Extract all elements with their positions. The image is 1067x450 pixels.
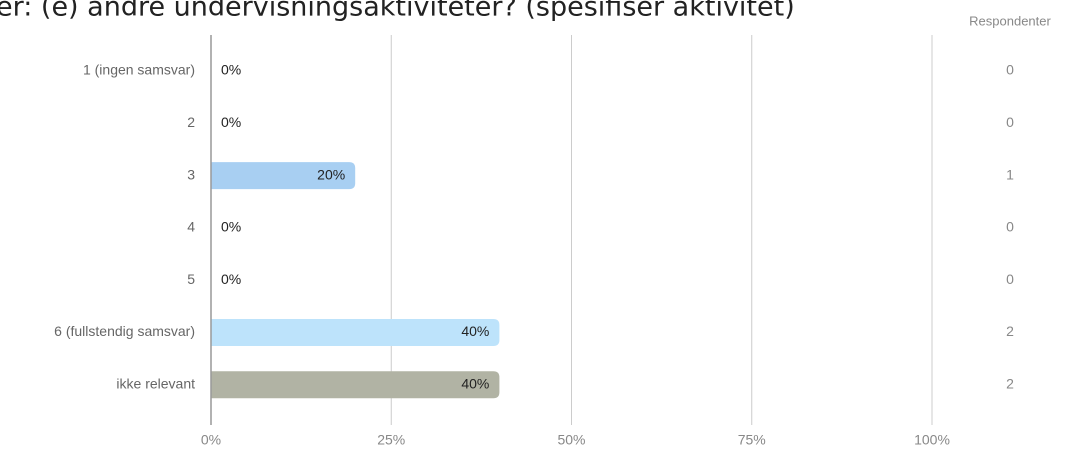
category-label: 4 (187, 219, 195, 235)
category-label: 5 (187, 271, 195, 287)
count-label: 0 (1006, 219, 1014, 235)
count-label: 2 (1006, 323, 1014, 339)
x-tick-label: 25% (377, 432, 405, 448)
chart-title: er: (e) andre undervisningsaktiviteter? … (0, 0, 795, 23)
count-label: 0 (1006, 62, 1014, 78)
value-label: 20% (317, 166, 345, 182)
count-label: 2 (1006, 376, 1014, 392)
value-label: 40% (461, 323, 489, 339)
x-tick-label: 100% (914, 432, 950, 448)
x-tick-label: 50% (557, 432, 585, 448)
category-label: 6 (fullstendig samsvar) (54, 323, 195, 339)
bar (211, 162, 356, 190)
value-label: 0% (221, 114, 241, 130)
category-label: 3 (187, 166, 195, 182)
x-tick-label: 0% (201, 432, 221, 448)
category-label: 1 (ingen samsvar) (83, 62, 195, 78)
x-tick-label: 75% (738, 432, 766, 448)
count-label: 1 (1006, 166, 1014, 182)
value-label: 0% (221, 62, 241, 78)
count-header: Respondenter (969, 13, 1051, 28)
value-label: 40% (461, 376, 489, 392)
category-label: ikke relevant (116, 376, 195, 392)
value-label: 0% (221, 219, 241, 235)
value-label: 0% (221, 271, 241, 287)
category-label: 2 (187, 114, 195, 130)
bar (211, 319, 500, 346)
count-label: 0 (1006, 114, 1014, 130)
bar (211, 371, 500, 399)
count-label: 0 (1006, 271, 1014, 287)
